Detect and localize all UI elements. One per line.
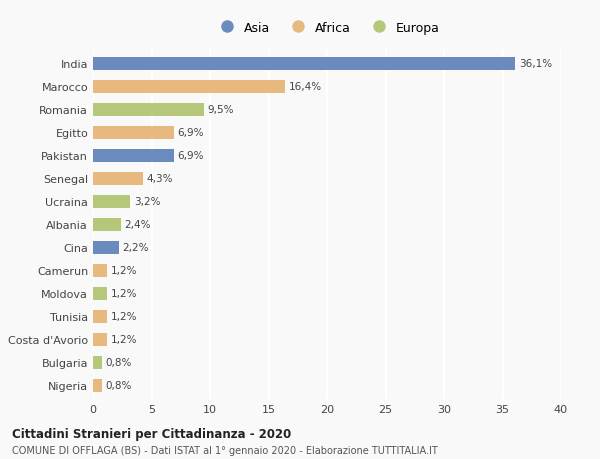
Bar xyxy=(93,149,174,163)
Bar xyxy=(93,195,130,209)
Bar xyxy=(93,310,107,324)
Text: Cittadini Stranieri per Cittadinanza - 2020: Cittadini Stranieri per Cittadinanza - 2… xyxy=(12,427,291,440)
Text: COMUNE DI OFFLAGA (BS) - Dati ISTAT al 1° gennaio 2020 - Elaborazione TUTTITALIA: COMUNE DI OFFLAGA (BS) - Dati ISTAT al 1… xyxy=(12,445,438,455)
Text: 6,9%: 6,9% xyxy=(177,151,204,161)
Text: 36,1%: 36,1% xyxy=(519,59,552,69)
Bar xyxy=(93,126,174,140)
Bar xyxy=(93,241,119,255)
Text: 16,4%: 16,4% xyxy=(289,82,322,92)
Text: 0,8%: 0,8% xyxy=(106,381,132,391)
Bar xyxy=(93,264,107,278)
Text: 1,2%: 1,2% xyxy=(110,266,137,276)
Text: 0,8%: 0,8% xyxy=(106,358,132,368)
Bar xyxy=(93,218,121,232)
Text: 1,2%: 1,2% xyxy=(110,335,137,345)
Text: 9,5%: 9,5% xyxy=(208,105,234,115)
Text: 6,9%: 6,9% xyxy=(177,128,204,138)
Bar xyxy=(93,103,204,117)
Bar xyxy=(93,287,107,301)
Text: 2,2%: 2,2% xyxy=(122,243,149,253)
Text: 1,2%: 1,2% xyxy=(110,312,137,322)
Text: 2,4%: 2,4% xyxy=(125,220,151,230)
Text: 3,2%: 3,2% xyxy=(134,197,160,207)
Bar xyxy=(93,379,103,392)
Legend: Asia, Africa, Europa: Asia, Africa, Europa xyxy=(209,17,445,39)
Bar xyxy=(93,172,143,186)
Bar xyxy=(93,57,515,71)
Bar xyxy=(93,333,107,347)
Bar xyxy=(93,80,285,94)
Text: 4,3%: 4,3% xyxy=(147,174,173,184)
Bar xyxy=(93,356,103,369)
Text: 1,2%: 1,2% xyxy=(110,289,137,299)
